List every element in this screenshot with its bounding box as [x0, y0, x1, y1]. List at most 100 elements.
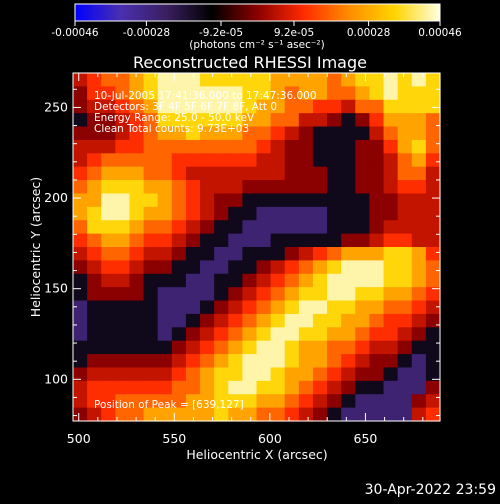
heatmap-cell — [115, 273, 131, 288]
heatmap-cell — [355, 367, 371, 382]
heatmap-cell — [101, 354, 116, 369]
heatmap-cell — [355, 166, 371, 181]
heatmap-cell — [143, 313, 159, 328]
heatmap-cell — [383, 247, 399, 261]
heatmap-cell — [73, 260, 88, 275]
heatmap-cell — [256, 313, 272, 328]
heatmap-cell — [157, 233, 173, 248]
heatmap-cell — [397, 166, 413, 181]
heatmap-cell — [327, 153, 342, 168]
heatmap-cell — [256, 247, 272, 261]
heatmap-cell — [200, 193, 215, 208]
heatmap-cell — [312, 126, 328, 141]
heatmap-cell — [87, 113, 102, 128]
heatmap-cell — [270, 73, 286, 87]
heatmap-cell — [101, 367, 116, 382]
heatmap-cell — [73, 220, 88, 235]
heatmap-cell — [298, 206, 314, 221]
heatmap-cell — [157, 113, 173, 128]
heatmap-cell — [73, 139, 88, 154]
heatmap-cell — [425, 206, 441, 221]
heatmap-cell — [101, 233, 116, 248]
heatmap-cell — [327, 354, 342, 369]
heatmap-cell — [101, 86, 116, 101]
heatmap-cell — [185, 233, 201, 248]
heatmap-cell — [242, 220, 258, 235]
heatmap-cell — [73, 193, 88, 208]
heatmap-cell — [171, 73, 187, 87]
heatmap-cell — [425, 220, 441, 235]
heatmap-cell — [312, 86, 328, 101]
heatmap-cell — [355, 139, 371, 154]
heatmap-cell — [369, 407, 385, 422]
heatmap-cell — [327, 193, 342, 208]
colorbar-tick-label: 9.2e-05 — [274, 27, 314, 39]
heatmap-cell — [228, 166, 243, 181]
heatmap-cell — [425, 367, 441, 382]
heatmap-cell — [425, 99, 441, 114]
heatmap-cell — [411, 394, 427, 409]
heatmap-cell — [298, 327, 314, 342]
heatmap-cell — [383, 300, 399, 315]
heatmap-cell — [397, 367, 413, 382]
heatmap-cell — [129, 367, 145, 382]
heatmap-cell — [143, 407, 159, 422]
heatmap-cell — [185, 407, 201, 422]
heatmap-cell — [185, 340, 201, 355]
heatmap-cell — [341, 394, 356, 409]
heatmap-cell — [242, 394, 258, 409]
heatmap-cell — [383, 220, 399, 235]
heatmap-cell — [327, 247, 342, 261]
heatmap-cell — [115, 340, 131, 355]
heatmap-cell — [214, 260, 229, 275]
heatmap-cell — [369, 233, 385, 248]
heatmap-cell — [157, 273, 173, 288]
heatmap-cell — [214, 380, 229, 395]
heatmap-cell — [256, 139, 272, 154]
heatmap-cell — [369, 380, 385, 395]
heatmap-cell — [298, 367, 314, 382]
heatmap-cell — [115, 166, 131, 181]
heatmap-cell — [171, 394, 187, 409]
heatmap-cell — [369, 180, 385, 195]
heatmap-cell — [312, 153, 328, 168]
heatmap-cell — [171, 247, 187, 261]
heatmap-cell — [411, 260, 427, 275]
heatmap-cell — [115, 73, 131, 87]
heatmap-cell — [185, 313, 201, 328]
heatmap-cell — [242, 340, 258, 355]
heatmap-cell — [185, 327, 201, 342]
heatmap-cell — [270, 260, 286, 275]
heatmap-cell — [73, 300, 88, 315]
heatmap-cell — [327, 139, 342, 154]
heatmap-cell — [171, 354, 187, 369]
heatmap-cell — [327, 180, 342, 195]
heatmap-cell — [256, 153, 272, 168]
heatmap-cell — [87, 260, 102, 275]
heatmap-cell — [327, 287, 342, 302]
heatmap-cell — [411, 287, 427, 302]
heatmap-cell — [284, 367, 300, 382]
heatmap-cell — [129, 99, 145, 114]
heatmap-cell — [73, 273, 88, 288]
heatmap-cell — [115, 380, 131, 395]
heatmap-cell — [298, 180, 314, 195]
heatmap-cell — [298, 220, 314, 235]
heatmap-cell — [355, 287, 371, 302]
heatmap-cell — [270, 126, 286, 141]
heatmap-cell — [284, 86, 300, 101]
heatmap-cell — [115, 300, 131, 315]
heatmap-cell — [129, 86, 145, 101]
heatmap-cell — [157, 313, 173, 328]
heatmap-cell — [129, 139, 145, 154]
heatmap-cell — [369, 73, 385, 87]
heatmap-cell — [185, 206, 201, 221]
heatmap-cell — [270, 180, 286, 195]
heatmap-cell — [312, 247, 328, 261]
heatmap-cell — [214, 367, 229, 382]
heatmap-cell — [101, 407, 116, 422]
heatmap-cell — [115, 233, 131, 248]
heatmap-cell — [143, 367, 159, 382]
heatmap-cell — [200, 273, 215, 288]
